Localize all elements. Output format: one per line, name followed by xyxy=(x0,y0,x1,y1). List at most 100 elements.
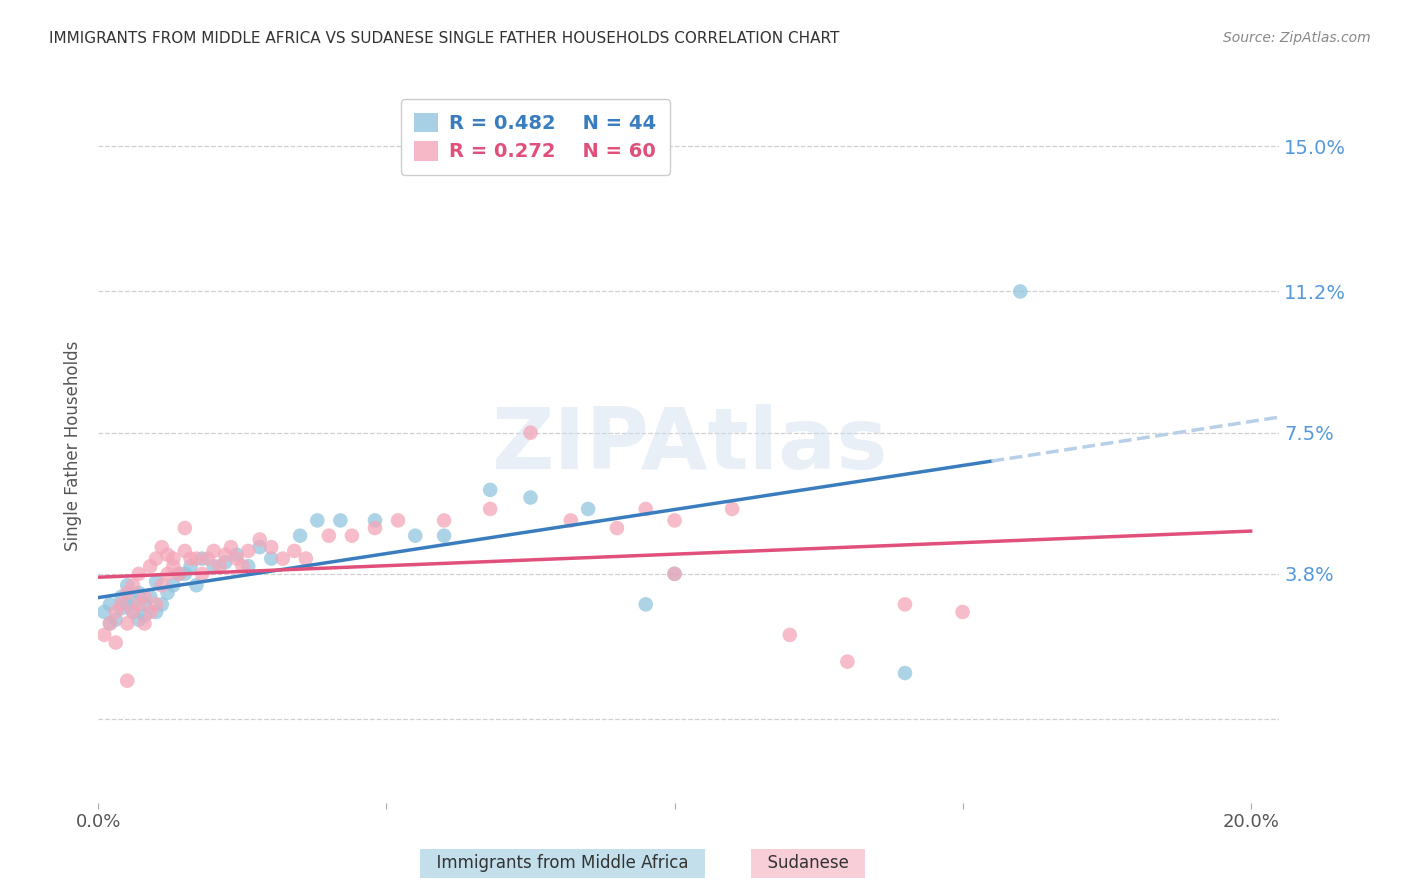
Point xyxy=(122,578,145,592)
Point xyxy=(180,551,202,566)
Point xyxy=(128,598,150,612)
Point xyxy=(404,529,426,543)
Point xyxy=(664,566,686,581)
Point xyxy=(364,521,387,535)
Point xyxy=(197,551,219,566)
Point xyxy=(128,566,150,581)
Point xyxy=(167,566,190,581)
Point xyxy=(894,598,917,612)
Point xyxy=(115,578,138,592)
Point xyxy=(191,566,214,581)
Point xyxy=(115,616,138,631)
Point xyxy=(115,586,138,600)
Point xyxy=(145,574,167,589)
Point xyxy=(173,566,195,581)
Point xyxy=(779,628,801,642)
Point xyxy=(110,590,132,604)
Text: ZIPAtlas: ZIPAtlas xyxy=(491,404,887,488)
Point xyxy=(104,613,127,627)
Point xyxy=(145,605,167,619)
Text: Source: ZipAtlas.com: Source: ZipAtlas.com xyxy=(1223,31,1371,45)
Point xyxy=(634,598,657,612)
Point xyxy=(894,666,917,681)
Point xyxy=(952,605,974,619)
Point xyxy=(208,559,231,574)
Point xyxy=(98,616,121,631)
Point xyxy=(283,544,305,558)
Point xyxy=(110,598,132,612)
Point xyxy=(173,544,195,558)
Point xyxy=(145,551,167,566)
Point xyxy=(560,513,582,527)
Point xyxy=(122,605,145,619)
Legend: R = 0.482    N = 44, R = 0.272    N = 60: R = 0.482 N = 44, R = 0.272 N = 60 xyxy=(401,99,671,175)
Point xyxy=(225,551,247,566)
Point xyxy=(364,513,387,527)
Point xyxy=(433,529,456,543)
Point xyxy=(288,529,311,543)
Point xyxy=(249,533,271,547)
Point xyxy=(162,551,184,566)
Point xyxy=(122,593,145,607)
Point xyxy=(214,548,236,562)
Point xyxy=(98,616,121,631)
Point xyxy=(329,513,352,527)
Point xyxy=(186,551,208,566)
Point xyxy=(162,578,184,592)
Point xyxy=(104,635,127,649)
Point xyxy=(576,502,599,516)
Point xyxy=(231,559,253,574)
Point xyxy=(180,559,202,574)
Point xyxy=(1010,285,1032,299)
Point xyxy=(128,586,150,600)
Point xyxy=(115,598,138,612)
Point xyxy=(110,601,132,615)
Point xyxy=(115,673,138,688)
Point xyxy=(260,540,283,554)
Point xyxy=(387,513,409,527)
Point xyxy=(307,513,329,527)
Point xyxy=(150,598,173,612)
Point xyxy=(156,566,179,581)
Point xyxy=(479,502,502,516)
Text: IMMIGRANTS FROM MIDDLE AFRICA VS SUDANESE SINGLE FATHER HOUSEHOLDS CORRELATION C: IMMIGRANTS FROM MIDDLE AFRICA VS SUDANES… xyxy=(49,31,839,46)
Point xyxy=(134,590,156,604)
Point xyxy=(225,548,247,562)
Point xyxy=(519,491,541,505)
Point xyxy=(139,590,162,604)
Point xyxy=(128,613,150,627)
Point xyxy=(139,559,162,574)
Point xyxy=(156,548,179,562)
Point xyxy=(295,551,318,566)
Point xyxy=(664,513,686,527)
Point xyxy=(150,578,173,592)
Point xyxy=(104,605,127,619)
Point xyxy=(167,566,190,581)
Point xyxy=(134,616,156,631)
Point xyxy=(186,578,208,592)
Point xyxy=(519,425,541,440)
Point xyxy=(479,483,502,497)
Point xyxy=(214,555,236,569)
Point xyxy=(249,540,271,554)
Point xyxy=(173,521,195,535)
Point xyxy=(634,502,657,516)
Point xyxy=(219,540,242,554)
Point xyxy=(238,544,260,558)
Point xyxy=(664,566,686,581)
Point xyxy=(837,655,859,669)
Point xyxy=(202,544,225,558)
Point xyxy=(318,529,340,543)
Point xyxy=(98,598,121,612)
Point xyxy=(150,540,173,554)
Point xyxy=(238,559,260,574)
Point xyxy=(721,502,744,516)
Y-axis label: Single Father Households: Single Father Households xyxy=(65,341,83,551)
Point xyxy=(156,586,179,600)
Point xyxy=(340,529,363,543)
Point xyxy=(162,559,184,574)
Point xyxy=(93,628,115,642)
Point xyxy=(433,513,456,527)
Point xyxy=(145,598,167,612)
Text: Sudanese: Sudanese xyxy=(758,855,859,872)
